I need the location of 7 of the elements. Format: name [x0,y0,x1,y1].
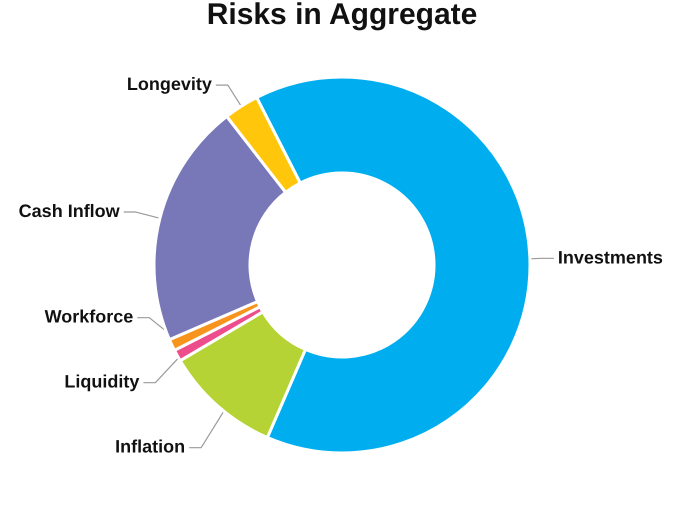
slice-label: Liquidity [64,372,140,392]
chart-title: Risks in Aggregate [206,0,478,31]
slice-label: Longevity [126,74,212,94]
slice-label: Workforce [44,306,134,327]
slice-label: Inflation [115,436,186,457]
slice-label: Cash Inflow [18,201,121,222]
slice-label: Investments [558,247,663,268]
